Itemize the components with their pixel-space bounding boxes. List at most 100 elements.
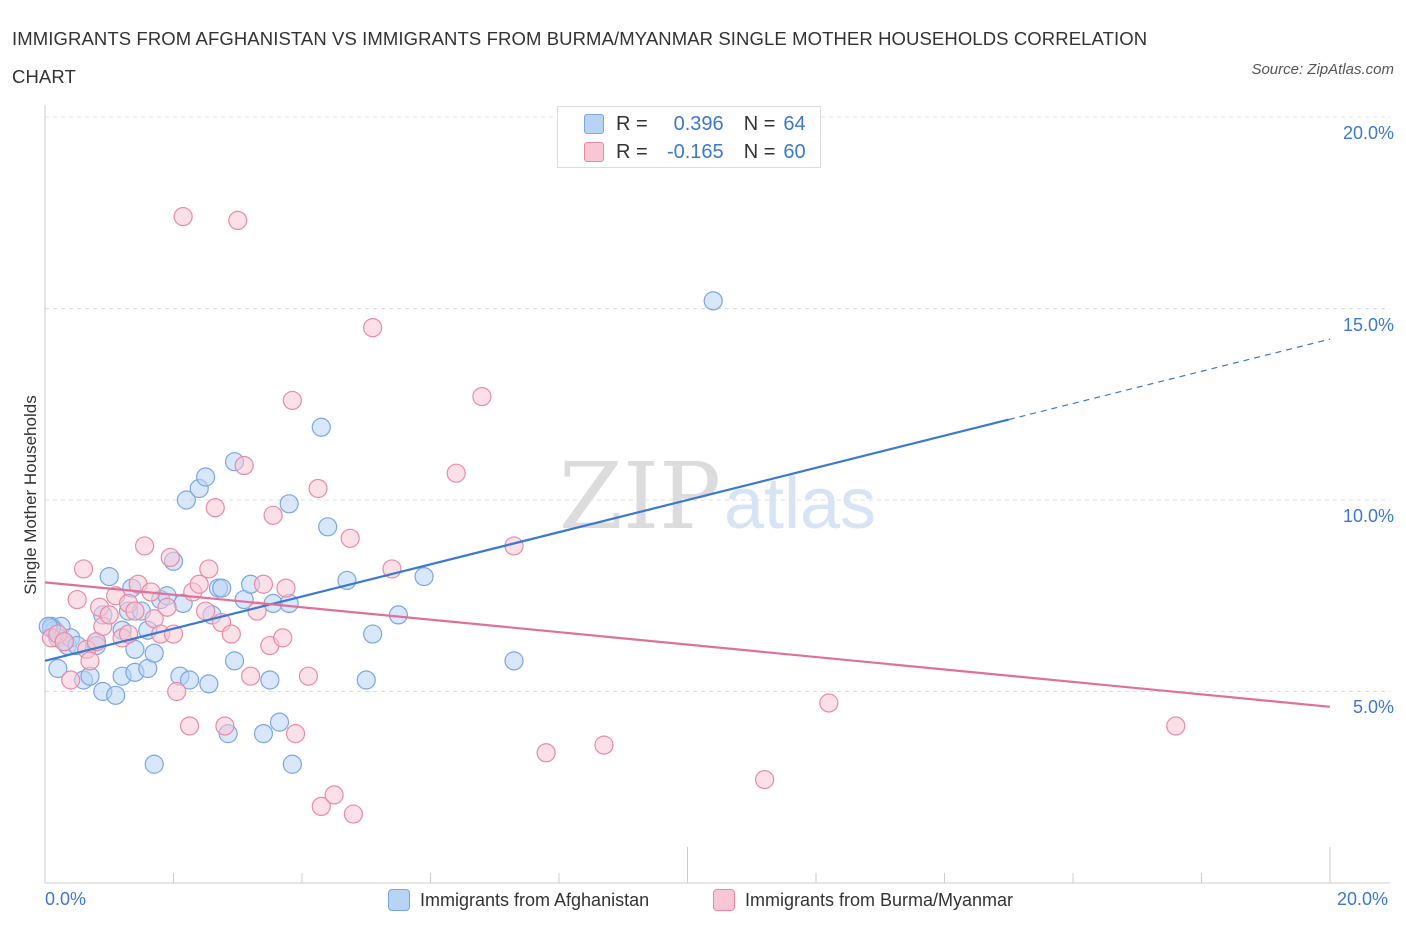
data-point-burma	[594, 735, 614, 755]
data-point-burma	[263, 505, 283, 525]
r-value-burma: -0.165	[666, 140, 724, 163]
data-point-burma	[196, 601, 216, 621]
data-point-burma	[199, 559, 219, 579]
data-point-burma	[819, 693, 839, 713]
data-point-afghanistan	[363, 624, 383, 644]
data-point-afghanistan	[224, 651, 245, 671]
y-tick-20: 20.0%	[1342, 123, 1394, 143]
data-point-afghanistan	[212, 578, 232, 598]
x-tick-max: 20.0%	[1337, 889, 1389, 909]
data-point-burma	[173, 206, 193, 227]
legend-item-burma[interactable]: Immigrants from Burma/Myanmar	[713, 889, 1013, 911]
data-point-burma	[253, 574, 274, 594]
n-value-afghanistan: 64	[783, 112, 806, 135]
data-point-burma	[80, 651, 100, 671]
data-point-burma	[54, 632, 74, 652]
data-point-burma	[241, 666, 261, 686]
data-point-burma	[234, 455, 254, 476]
data-point-afghanistan	[311, 417, 331, 437]
data-point-burma	[221, 624, 241, 644]
data-point-afghanistan	[253, 724, 274, 744]
data-point-afghanistan	[176, 490, 196, 510]
data-point-afghanistan	[504, 651, 524, 671]
legend-label-afghanistan: Immigrants from Afghanistan	[420, 889, 650, 910]
axes	[44, 105, 1390, 884]
watermark-zip: ZIP	[559, 443, 721, 550]
data-point-burma	[189, 574, 209, 594]
legend-swatch-afghanistan	[388, 889, 410, 911]
data-point-afghanistan	[199, 674, 219, 694]
watermark: ZIP atlas	[559, 443, 876, 550]
data-point-burma	[179, 716, 200, 736]
trend-line-afghanistan	[44, 418, 1010, 662]
data-point-burma	[134, 536, 155, 556]
x-tick-min: 0.0%	[45, 889, 87, 909]
trend-line-extension	[1008, 338, 1331, 421]
trend-line-burma	[44, 581, 1331, 708]
legend-swatch-burma	[713, 889, 735, 911]
data-point-afghanistan	[144, 754, 164, 774]
chart-title: IMMIGRANTS FROM AFGHANISTAN VS IMMIGRANT…	[12, 28, 1148, 87]
data-point-burma	[1166, 716, 1186, 736]
data-point-burma	[282, 390, 302, 411]
y-tick-5: 5.0%	[1352, 697, 1394, 717]
data-point-burma	[73, 559, 94, 579]
data-point-afghanistan	[144, 643, 164, 663]
r-label: R =	[616, 112, 648, 135]
legend-row-afghanistan: R = 0.396 N = 64	[584, 111, 806, 137]
stats-legend: R = 0.396 N = 64 R = -0.165 N = 60	[557, 106, 821, 168]
data-point-afghanistan	[260, 670, 280, 690]
data-point-burma	[215, 716, 235, 736]
data-point-burma	[167, 681, 187, 702]
data-point-burma	[61, 670, 81, 690]
data-point-afghanistan	[106, 685, 126, 705]
watermark-atlas: atlas	[724, 464, 876, 544]
data-point-burma	[311, 796, 331, 817]
data-point-afghanistan	[356, 670, 376, 690]
data-point-burma	[308, 478, 328, 499]
n-value-burma: 60	[783, 140, 806, 163]
data-point-burma	[125, 601, 145, 621]
legend-swatch-afghanistan	[584, 114, 604, 134]
data-point-afghanistan	[282, 754, 302, 774]
data-point-afghanistan	[48, 658, 68, 679]
data-point-afghanistan	[179, 670, 200, 690]
trend-lines	[44, 338, 1331, 708]
y-tick-15: 15.0%	[1342, 315, 1394, 335]
data-point-burma	[160, 547, 180, 568]
n-label: N =	[743, 112, 776, 135]
r-value-afghanistan: 0.396	[673, 112, 724, 135]
data-point-burma	[247, 601, 267, 621]
data-point-afghanistan	[318, 517, 338, 537]
data-point-burma	[285, 724, 306, 744]
series-legend: Immigrants from Afghanistan Immigrants f…	[0, 889, 1406, 915]
data-point-burma	[343, 804, 363, 824]
data-point-burma	[99, 605, 119, 625]
data-point-afghanistan	[99, 566, 119, 587]
data-point-afghanistan	[703, 291, 723, 311]
legend-label-burma: Immigrants from Burma/Myanmar	[745, 889, 1014, 910]
data-point-burma	[324, 785, 344, 805]
data-point-burma	[446, 463, 466, 483]
data-point-afghanistan	[196, 467, 216, 487]
data-point-burma	[363, 318, 383, 338]
data-point-burma	[157, 597, 177, 617]
legend-item-afghanistan[interactable]: Immigrants from Afghanistan	[388, 889, 649, 911]
n-label: N =	[743, 140, 776, 163]
y-tick-10: 10.0%	[1342, 506, 1394, 526]
data-point-burma	[754, 769, 775, 790]
data-point-burma	[228, 210, 248, 231]
data-point-burma	[536, 743, 556, 763]
r-label: R =	[616, 140, 648, 163]
data-point-afghanistan	[414, 566, 434, 587]
data-point-burma	[67, 589, 87, 610]
data-point-afghanistan	[279, 494, 299, 514]
data-point-burma	[276, 578, 296, 598]
data-point-afghanistan	[269, 712, 290, 732]
data-point-burma	[340, 528, 360, 548]
legend-row-burma: R = -0.165 N = 60	[584, 139, 806, 165]
legend-swatch-burma	[584, 142, 604, 162]
data-point-burma	[205, 498, 225, 518]
source-label: Source: ZipAtlas.com	[1251, 61, 1394, 78]
